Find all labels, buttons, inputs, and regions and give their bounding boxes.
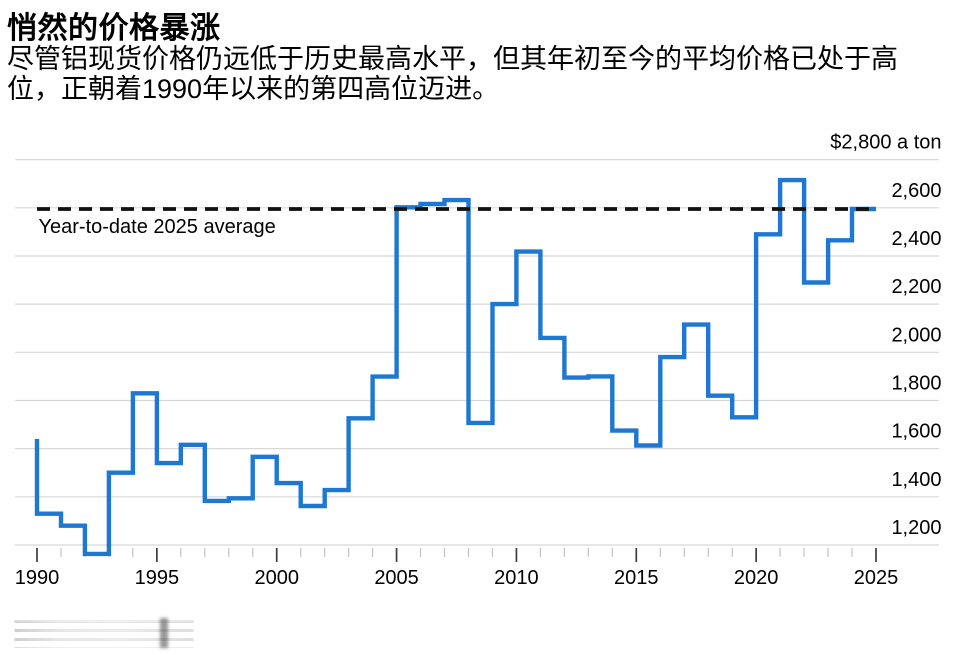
- x-axis-label-2000: 2000: [254, 567, 299, 589]
- y-axis-label-1600: 1,600: [891, 421, 941, 443]
- x-axis-label-2005: 2005: [374, 567, 419, 589]
- y-axis-label-1800: 1,800: [891, 372, 941, 394]
- x-axis-label-1990: 1990: [15, 567, 60, 589]
- y-axis-label-1400: 1,400: [891, 469, 941, 491]
- y-axis-label-2400: 2,400: [891, 228, 941, 250]
- watermark-smudge-blob: [160, 618, 168, 648]
- x-axis-label-1995: 1995: [135, 567, 180, 589]
- y-axis-label-1200: 1,200: [891, 517, 941, 539]
- y-axis-label-2200: 2,200: [891, 276, 941, 298]
- y-axis-label-2000: 2,000: [891, 324, 941, 346]
- x-axis-label-2015: 2015: [614, 567, 659, 589]
- average-line-label: Year-to-date 2025 average: [39, 216, 276, 238]
- chart-title: 悄然的价格暴涨: [7, 12, 221, 45]
- y-axis-label-2800: $2,800 a ton: [830, 132, 941, 154]
- chart-subtitle: 尽管铝现货价格仍远低于历史最高水平，但其年初至今的平均价格已处于高位，正朝着19…: [7, 44, 898, 104]
- x-axis-label-2020: 2020: [734, 567, 779, 589]
- x-axis-label-2010: 2010: [494, 567, 539, 589]
- x-axis-label-2025: 2025: [854, 567, 899, 589]
- price-step-line: [34, 177, 876, 557]
- y-axis-label-2600: 2,600: [891, 180, 941, 202]
